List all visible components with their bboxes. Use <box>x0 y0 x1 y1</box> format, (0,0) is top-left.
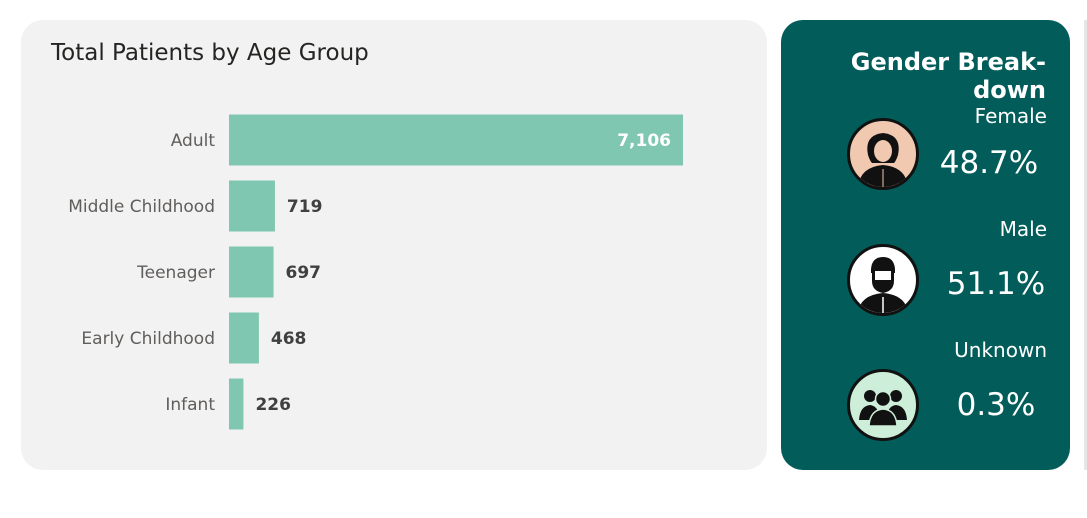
age-group-bar-chart[interactable]: Adult 7,106 Middle Childhood 719 Teenager 697… <box>21 20 767 470</box>
bar-value-label: 697 <box>286 263 322 283</box>
male-avatar-icon <box>847 244 919 316</box>
bar-category-label: Infant <box>165 395 215 415</box>
group-avatar-icon <box>847 369 919 441</box>
bar-value-label: 226 <box>255 395 291 415</box>
bar-category-label: Middle Childhood <box>68 197 215 217</box>
age-chart-title: Total Patients by Age Group <box>51 40 369 66</box>
male-percent: 51.1% <box>946 266 1046 302</box>
female-label: Female <box>974 104 1047 128</box>
bar-category-label: Teenager <box>136 263 215 283</box>
female-percent: 48.7% <box>939 145 1039 181</box>
bar[interactable] <box>229 246 274 298</box>
bar[interactable] <box>229 114 683 166</box>
bar-category-label: Early Childhood <box>81 329 215 349</box>
gender-title: Gender Break-down <box>850 48 1046 104</box>
age-group-card: Total Patients by Age Group Adult 7,106 Mi… <box>21 20 767 470</box>
bar-value-label: 468 <box>271 329 307 349</box>
bar[interactable] <box>229 180 275 232</box>
bar-value-label: 7,106 <box>617 131 671 151</box>
bar[interactable] <box>229 378 244 430</box>
female-avatar-icon <box>847 118 919 190</box>
bar-category-label: Adult <box>171 131 216 151</box>
gender-breakdown-card: Gender Break-down Female 48.7% Male 51.1… <box>781 20 1070 470</box>
adjacent-card-edge <box>1084 20 1087 470</box>
bar-value-label: 719 <box>287 197 323 217</box>
bar[interactable] <box>229 312 259 364</box>
unknown-percent: 0.3% <box>956 387 1036 423</box>
male-label: Male <box>999 217 1047 241</box>
unknown-label: Unknown <box>954 338 1047 362</box>
